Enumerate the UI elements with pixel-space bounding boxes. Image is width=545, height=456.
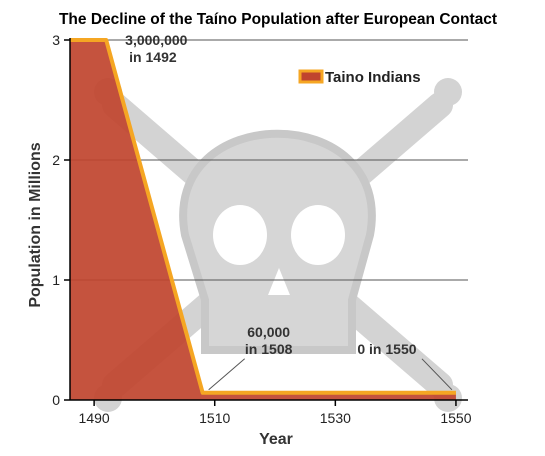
annotation-label: 3,000,000: [125, 32, 187, 48]
tick-labels: 0 1 2 3 1490 1510 1530 1550: [52, 32, 472, 426]
annotation-label: 0 in 1550: [357, 341, 416, 357]
x-tick-label: 1550: [440, 410, 471, 426]
legend: Taino Indians: [298, 69, 421, 86]
series-line: [70, 38, 456, 395]
annotation-label: 60,000: [247, 324, 290, 340]
x-tick-label: 1490: [79, 410, 110, 426]
annotation-leader: [208, 358, 245, 391]
x-axis-label: Year: [259, 431, 293, 448]
y-tick-label: 1: [52, 272, 60, 288]
area-layer: [70, 38, 456, 400]
x-tick-label: 1530: [320, 410, 351, 426]
legend-swatch: [298, 69, 324, 84]
axes: [64, 38, 468, 406]
annotation-label: in 1492: [129, 49, 177, 65]
legend-label: Taino Indians: [325, 69, 421, 86]
y-axis-label: Population in Millions: [27, 142, 44, 307]
x-tick-label: 1510: [199, 410, 230, 426]
skull-watermark-icon: [94, 78, 462, 412]
series-area: [70, 40, 456, 400]
y-tick-label: 2: [52, 152, 60, 168]
chart-title: The Decline of the Taíno Population afte…: [59, 11, 497, 28]
y-tick-label: 0: [52, 392, 60, 408]
annotation-leader: [421, 358, 453, 391]
annotation-label: in 1508: [245, 341, 293, 357]
y-tick-label: 3: [52, 32, 60, 48]
